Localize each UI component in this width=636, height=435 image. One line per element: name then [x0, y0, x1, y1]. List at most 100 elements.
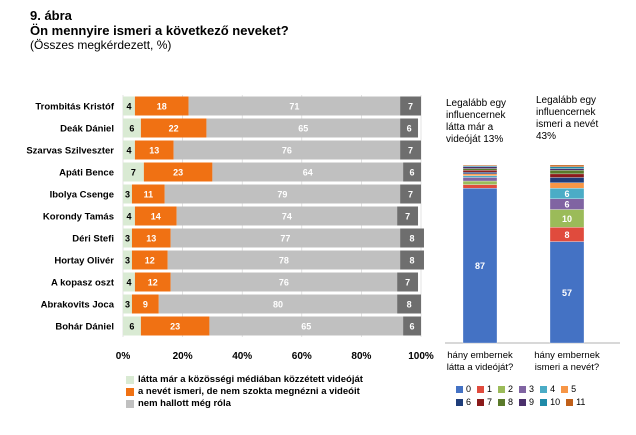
column-value-label: 8: [564, 230, 569, 240]
right-legend-item: 6: [456, 397, 471, 407]
right-legend-item: 3: [519, 384, 534, 394]
bar-segment: [206, 118, 401, 138]
right-legend-swatch: [498, 385, 506, 393]
column-segment: [462, 180, 498, 185]
bar-value-label: 7: [408, 190, 413, 200]
bar-value-label: 6: [407, 124, 412, 134]
column-segment: [549, 164, 585, 167]
x-tick-label: 80%: [351, 351, 371, 362]
bar-segment: [123, 316, 141, 336]
right-legend-label: 10: [550, 397, 561, 407]
right-legend-swatch: [540, 385, 548, 393]
column-segment: [462, 175, 498, 178]
column-segment: [549, 241, 585, 344]
bar-value-label: 6: [410, 168, 415, 178]
column-segment: [462, 170, 498, 173]
right-legend-item: 2: [498, 384, 513, 394]
bar-value-label: 13: [146, 234, 156, 244]
column-segment: [462, 173, 498, 176]
column-segment: [462, 168, 498, 171]
x-tick-label: 0%: [116, 351, 131, 362]
column-value-label: 57: [562, 288, 572, 298]
column-segment: [462, 166, 498, 169]
column-segment: [549, 170, 585, 175]
x-tick-label: 60%: [292, 351, 312, 362]
column-category-label: hány embernek: [447, 350, 513, 361]
bar-value-label: 6: [410, 322, 415, 332]
bar-value-label: 12: [148, 278, 158, 288]
right-legend-swatch: [498, 398, 506, 406]
bar-value-label: 9: [143, 300, 148, 310]
column-segment: [549, 168, 585, 171]
right-legend-row: 0 1 2 3 4 5: [456, 384, 616, 394]
bar-segment: [123, 118, 141, 138]
right-legend-swatch: [456, 385, 463, 393]
bar-segment: [400, 184, 421, 204]
column-value-label: 87: [475, 261, 485, 271]
bar-value-label: 4: [126, 278, 131, 288]
x-tick-label: 40%: [232, 351, 252, 362]
column-segment: [462, 164, 498, 167]
bar-value-label: 64: [303, 168, 313, 178]
bar-value-label: 23: [173, 168, 183, 178]
right-legend-item: 4: [540, 384, 555, 394]
right-legend: 0 1 2 3 4 5 6 7 8 9 10 11: [456, 384, 616, 410]
bar-value-label: 22: [169, 124, 179, 134]
bar-segment: [403, 316, 421, 336]
bar-value-label: 74: [282, 212, 292, 222]
x-tick-label: 100%: [408, 351, 434, 362]
bar-value-label: 4: [126, 146, 131, 156]
bar-value-label: 77: [280, 234, 290, 244]
column-segment: [462, 171, 498, 175]
right-legend-row: 6 7 8 9 10 11: [456, 397, 616, 407]
legend-item: nem hallott még róla: [126, 398, 363, 410]
bar-segment: [123, 140, 135, 160]
column-category-label: hány embernek: [534, 350, 600, 361]
bar-segment: [403, 162, 421, 182]
bar-segment: [164, 184, 401, 204]
right-legend-label: 5: [571, 384, 577, 394]
bar-value-label: 23: [170, 322, 180, 332]
column-segment: [462, 184, 498, 189]
bar-segment: [131, 250, 168, 270]
bar-value-label: 14: [151, 212, 161, 222]
bar-segment: [131, 228, 171, 248]
category-label: Ibolya Csenge: [50, 190, 114, 201]
column-segment: [462, 177, 498, 182]
category-label: Abrakovits Joca: [41, 300, 115, 311]
bar-segment: [170, 272, 398, 292]
right-legend-item: 9: [519, 397, 534, 407]
annotation-name: Legalább egy influencernek ismeri a nevé…: [536, 95, 599, 142]
category-label: Szarvas Szilveszter: [26, 146, 114, 157]
title-block: 9. ábra Ön mennyire ismeri a következő n…: [30, 8, 289, 53]
right-legend-item: 7: [477, 397, 492, 407]
figure-number: 9. ábra: [30, 8, 72, 23]
annotation-video: Legalább egy influencernek látta már a v…: [446, 98, 507, 145]
column-value-label: 6: [564, 189, 569, 199]
bar-value-label: 8: [410, 256, 415, 266]
bar-value-label: 65: [298, 124, 308, 134]
bar-value-label: 7: [405, 278, 410, 288]
bar-value-label: 7: [408, 146, 413, 156]
legend-item: látta már a közösségi médiában közzétett…: [126, 374, 363, 386]
chart-base: (Összes megkérdezett, %): [30, 38, 172, 52]
category-label: Déri Stefi: [72, 234, 114, 245]
bar-segment: [131, 184, 165, 204]
bar-segment: [123, 96, 135, 116]
bar-segment: [400, 118, 419, 138]
bar-segment: [123, 294, 132, 314]
column-segment: [549, 173, 585, 178]
bar-segment: [134, 272, 171, 292]
right-legend-label: 2: [508, 384, 514, 394]
legend-swatch: [126, 400, 134, 408]
bar-value-label: 3: [125, 190, 130, 200]
bar-segment: [170, 228, 401, 248]
column-value-label: 10: [562, 214, 572, 224]
bar-segment: [167, 250, 401, 270]
bar-segment: [123, 206, 135, 226]
right-legend-swatch: [540, 398, 548, 406]
bar-segment: [400, 250, 424, 270]
bar-value-label: 78: [279, 256, 289, 266]
right-legend-item: 11: [566, 397, 585, 407]
bar-value-label: 65: [301, 322, 311, 332]
